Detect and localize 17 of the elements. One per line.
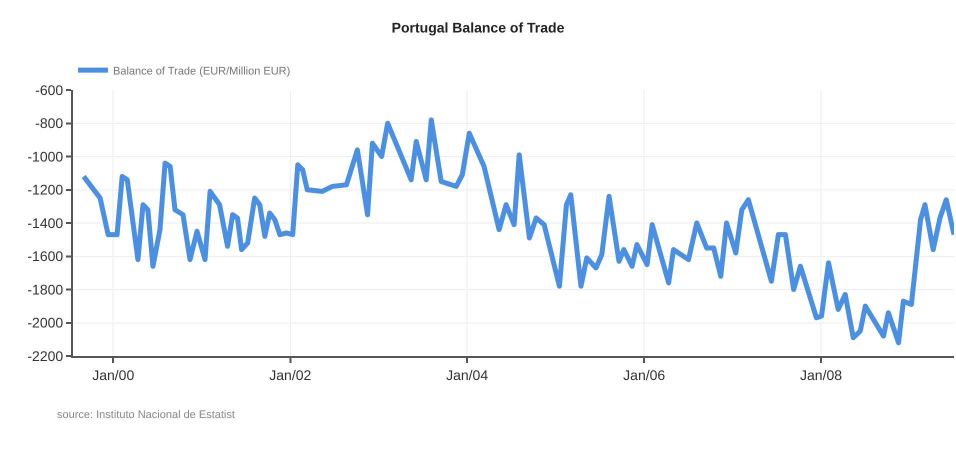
x-tick-label: Jan/02 [269,366,312,383]
y-tick-label: -1400 [27,214,64,231]
y-tick-label: -800 [35,115,64,132]
y-tick-label: -1200 [27,182,64,198]
x-tick-label: Jan/06 [623,366,666,383]
source-note: source: Instituto Nacional de Estatist [57,409,235,421]
y-tick-label: -600 [35,82,64,98]
y-tick-label: -1600 [27,248,64,264]
y-tick-label: -1000 [27,148,64,164]
x-tick-label: Jan/08 [800,366,842,383]
chart-title: Portugal Balance of Trade [392,20,565,36]
legend-label: Balance of Trade (EUR/Million EUR) [113,65,290,78]
y-tick-label: -2000 [27,314,64,331]
y-tick-label: -1800 [27,281,64,298]
x-tick-label: Jan/04 [446,366,488,383]
y-tick-label: -2200 [27,348,64,364]
x-tick-label: Jan/00 [92,366,134,383]
